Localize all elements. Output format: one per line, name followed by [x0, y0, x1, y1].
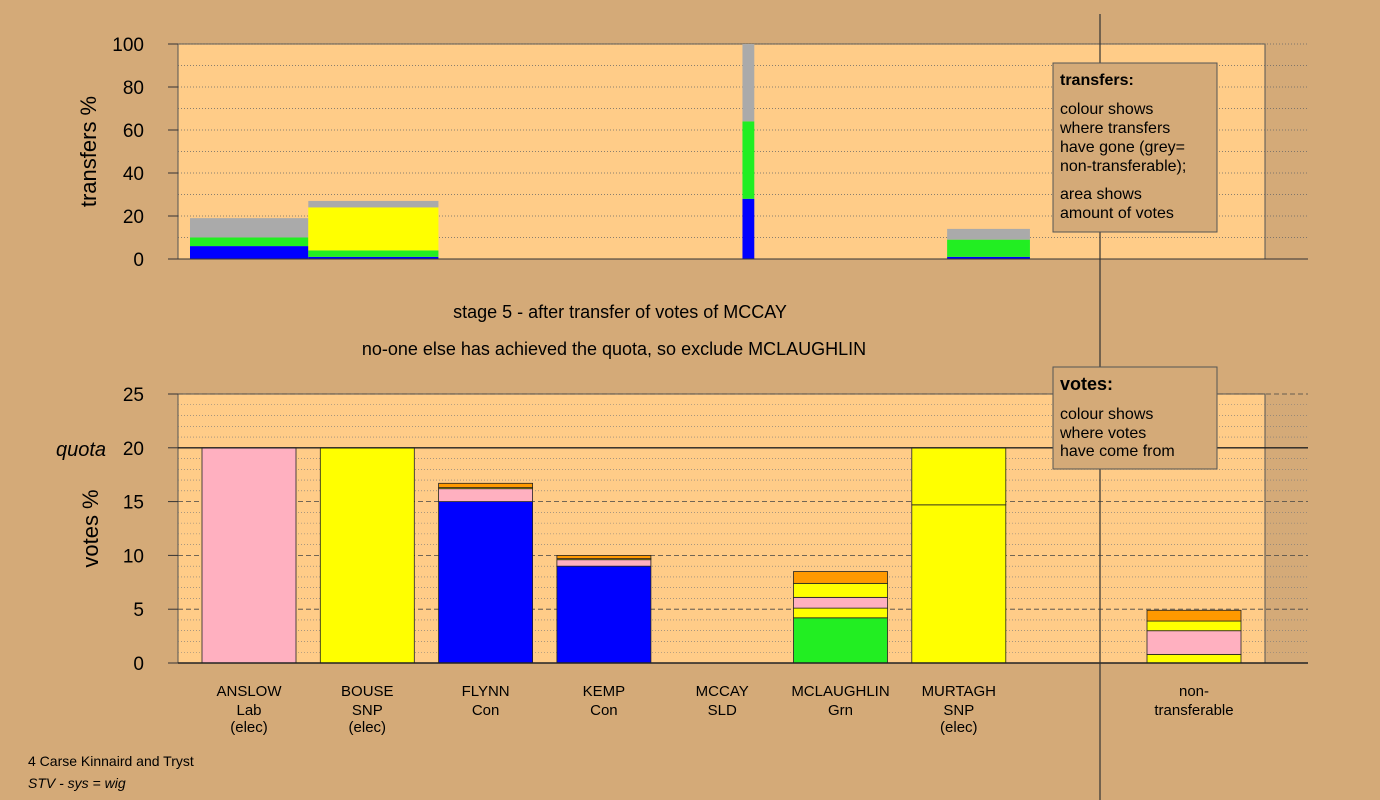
candidate-party-label: Lab	[236, 702, 261, 719]
transfer-segment	[947, 239, 1030, 257]
vote-segment	[793, 617, 888, 664]
vote-segment	[319, 447, 415, 664]
transfer-segment	[190, 237, 309, 247]
votes-legend-line: have come from	[1060, 443, 1175, 460]
nontransferable-label: non-	[1179, 683, 1209, 700]
candidate-party-label: Grn	[828, 702, 853, 719]
transfers-tick-label: 40	[123, 164, 144, 185]
transfers-legend-line: amount of votes	[1060, 205, 1174, 222]
transfers-legend-line: have gone (grey=	[1060, 139, 1185, 156]
votes-legend-title: votes:	[1060, 374, 1113, 394]
transfer-segment	[947, 256, 1030, 259]
transfer-segment	[947, 228, 1030, 240]
votes-legend-box	[1052, 366, 1218, 470]
transfer-segment	[190, 246, 309, 259]
vote-segment	[438, 501, 534, 664]
votes-tick-label: 15	[123, 493, 144, 514]
transfers-legend-line: colour shows	[1060, 101, 1153, 118]
vote-segment	[1146, 653, 1242, 664]
transfer-segment	[742, 198, 755, 259]
transfers-tick-label: 80	[123, 78, 144, 99]
candidate-party-label: SLD	[708, 702, 737, 719]
transfer-segment	[190, 218, 309, 238]
votes-legend-line: colour shows	[1060, 406, 1153, 423]
votes-tick-label: 5	[133, 600, 144, 621]
vote-segment	[1146, 609, 1242, 622]
quota-label: quota	[56, 439, 106, 461]
footer-system: STV - sys = wig	[28, 775, 126, 791]
candidate-name-label: ANSLOW	[216, 683, 282, 700]
transfers-legend: transfers: colour shows where transfers …	[1052, 62, 1218, 233]
votes-legend: votes: colour shows where votes have com…	[1052, 366, 1218, 470]
transfers-tick-label: 20	[123, 207, 144, 228]
candidate-name-label: BOUSE	[341, 683, 394, 700]
transfers-legend-line: non-transferable);	[1060, 158, 1186, 175]
votes-tick-label: 10	[123, 546, 144, 567]
candidate-status-label: (elec)	[940, 719, 978, 736]
vote-segment	[556, 565, 652, 664]
vote-segment	[793, 596, 888, 609]
vote-segment	[438, 482, 534, 489]
votes-tick-label: 20	[123, 439, 144, 460]
candidate-status-label: (elec)	[349, 719, 387, 736]
vote-segment	[793, 571, 888, 584]
vote-segment	[911, 504, 1007, 664]
stage-subtitle: no-one else has achieved the quota, so e…	[362, 339, 866, 359]
transfers-legend-box	[1052, 62, 1218, 233]
nontransferable-label: transferable	[1154, 702, 1233, 719]
votes-y-axis-label: votes %	[78, 489, 103, 567]
transfer-segment	[742, 44, 755, 122]
vote-segment	[793, 607, 888, 619]
transfers-y-axis-label: transfers %	[76, 96, 101, 207]
transfer-segment	[308, 256, 439, 259]
transfer-segment	[308, 250, 439, 257]
candidate-party-label: Con	[472, 702, 500, 719]
transfer-segment	[308, 200, 439, 208]
transfers-tick-label: 100	[112, 35, 144, 56]
candidate-status-label: (elec)	[230, 719, 268, 736]
candidate-party-label: Con	[590, 702, 618, 719]
vote-segment	[201, 447, 297, 664]
transfers-legend-line: area shows	[1060, 186, 1142, 203]
votes-tick-label: 0	[133, 654, 144, 675]
transfer-segment	[308, 207, 439, 251]
candidate-name-label: FLYNN	[462, 683, 510, 700]
transfers-tick-label: 0	[133, 250, 144, 271]
candidate-party-label: SNP	[943, 702, 974, 719]
transfer-segment	[742, 121, 755, 199]
footer-constituency: 4 Carse Kinnaird and Tryst	[28, 753, 194, 769]
candidate-name-label: KEMP	[583, 683, 626, 700]
vote-segment	[556, 555, 652, 560]
vote-segment	[1146, 620, 1242, 632]
vote-segment	[556, 559, 652, 567]
transfers-tick-label: 60	[123, 121, 144, 142]
votes-legend-line: where votes	[1059, 425, 1146, 442]
candidate-name-label: MURTAGH	[922, 683, 996, 700]
votes-tick-label: 25	[123, 385, 144, 406]
candidate-party-label: SNP	[352, 702, 383, 719]
candidate-name-label: MCCAY	[696, 683, 749, 700]
vote-segment	[1146, 630, 1242, 655]
transfers-legend-line: where transfers	[1059, 120, 1170, 137]
vote-segment	[438, 488, 534, 502]
transfers-legend-title: transfers:	[1060, 72, 1134, 89]
vote-segment	[793, 582, 888, 598]
stage-title: stage 5 - after transfer of votes of MCC…	[453, 302, 787, 322]
candidate-name-label: MCLAUGHLIN	[791, 683, 889, 700]
vote-segment	[911, 447, 1007, 506]
